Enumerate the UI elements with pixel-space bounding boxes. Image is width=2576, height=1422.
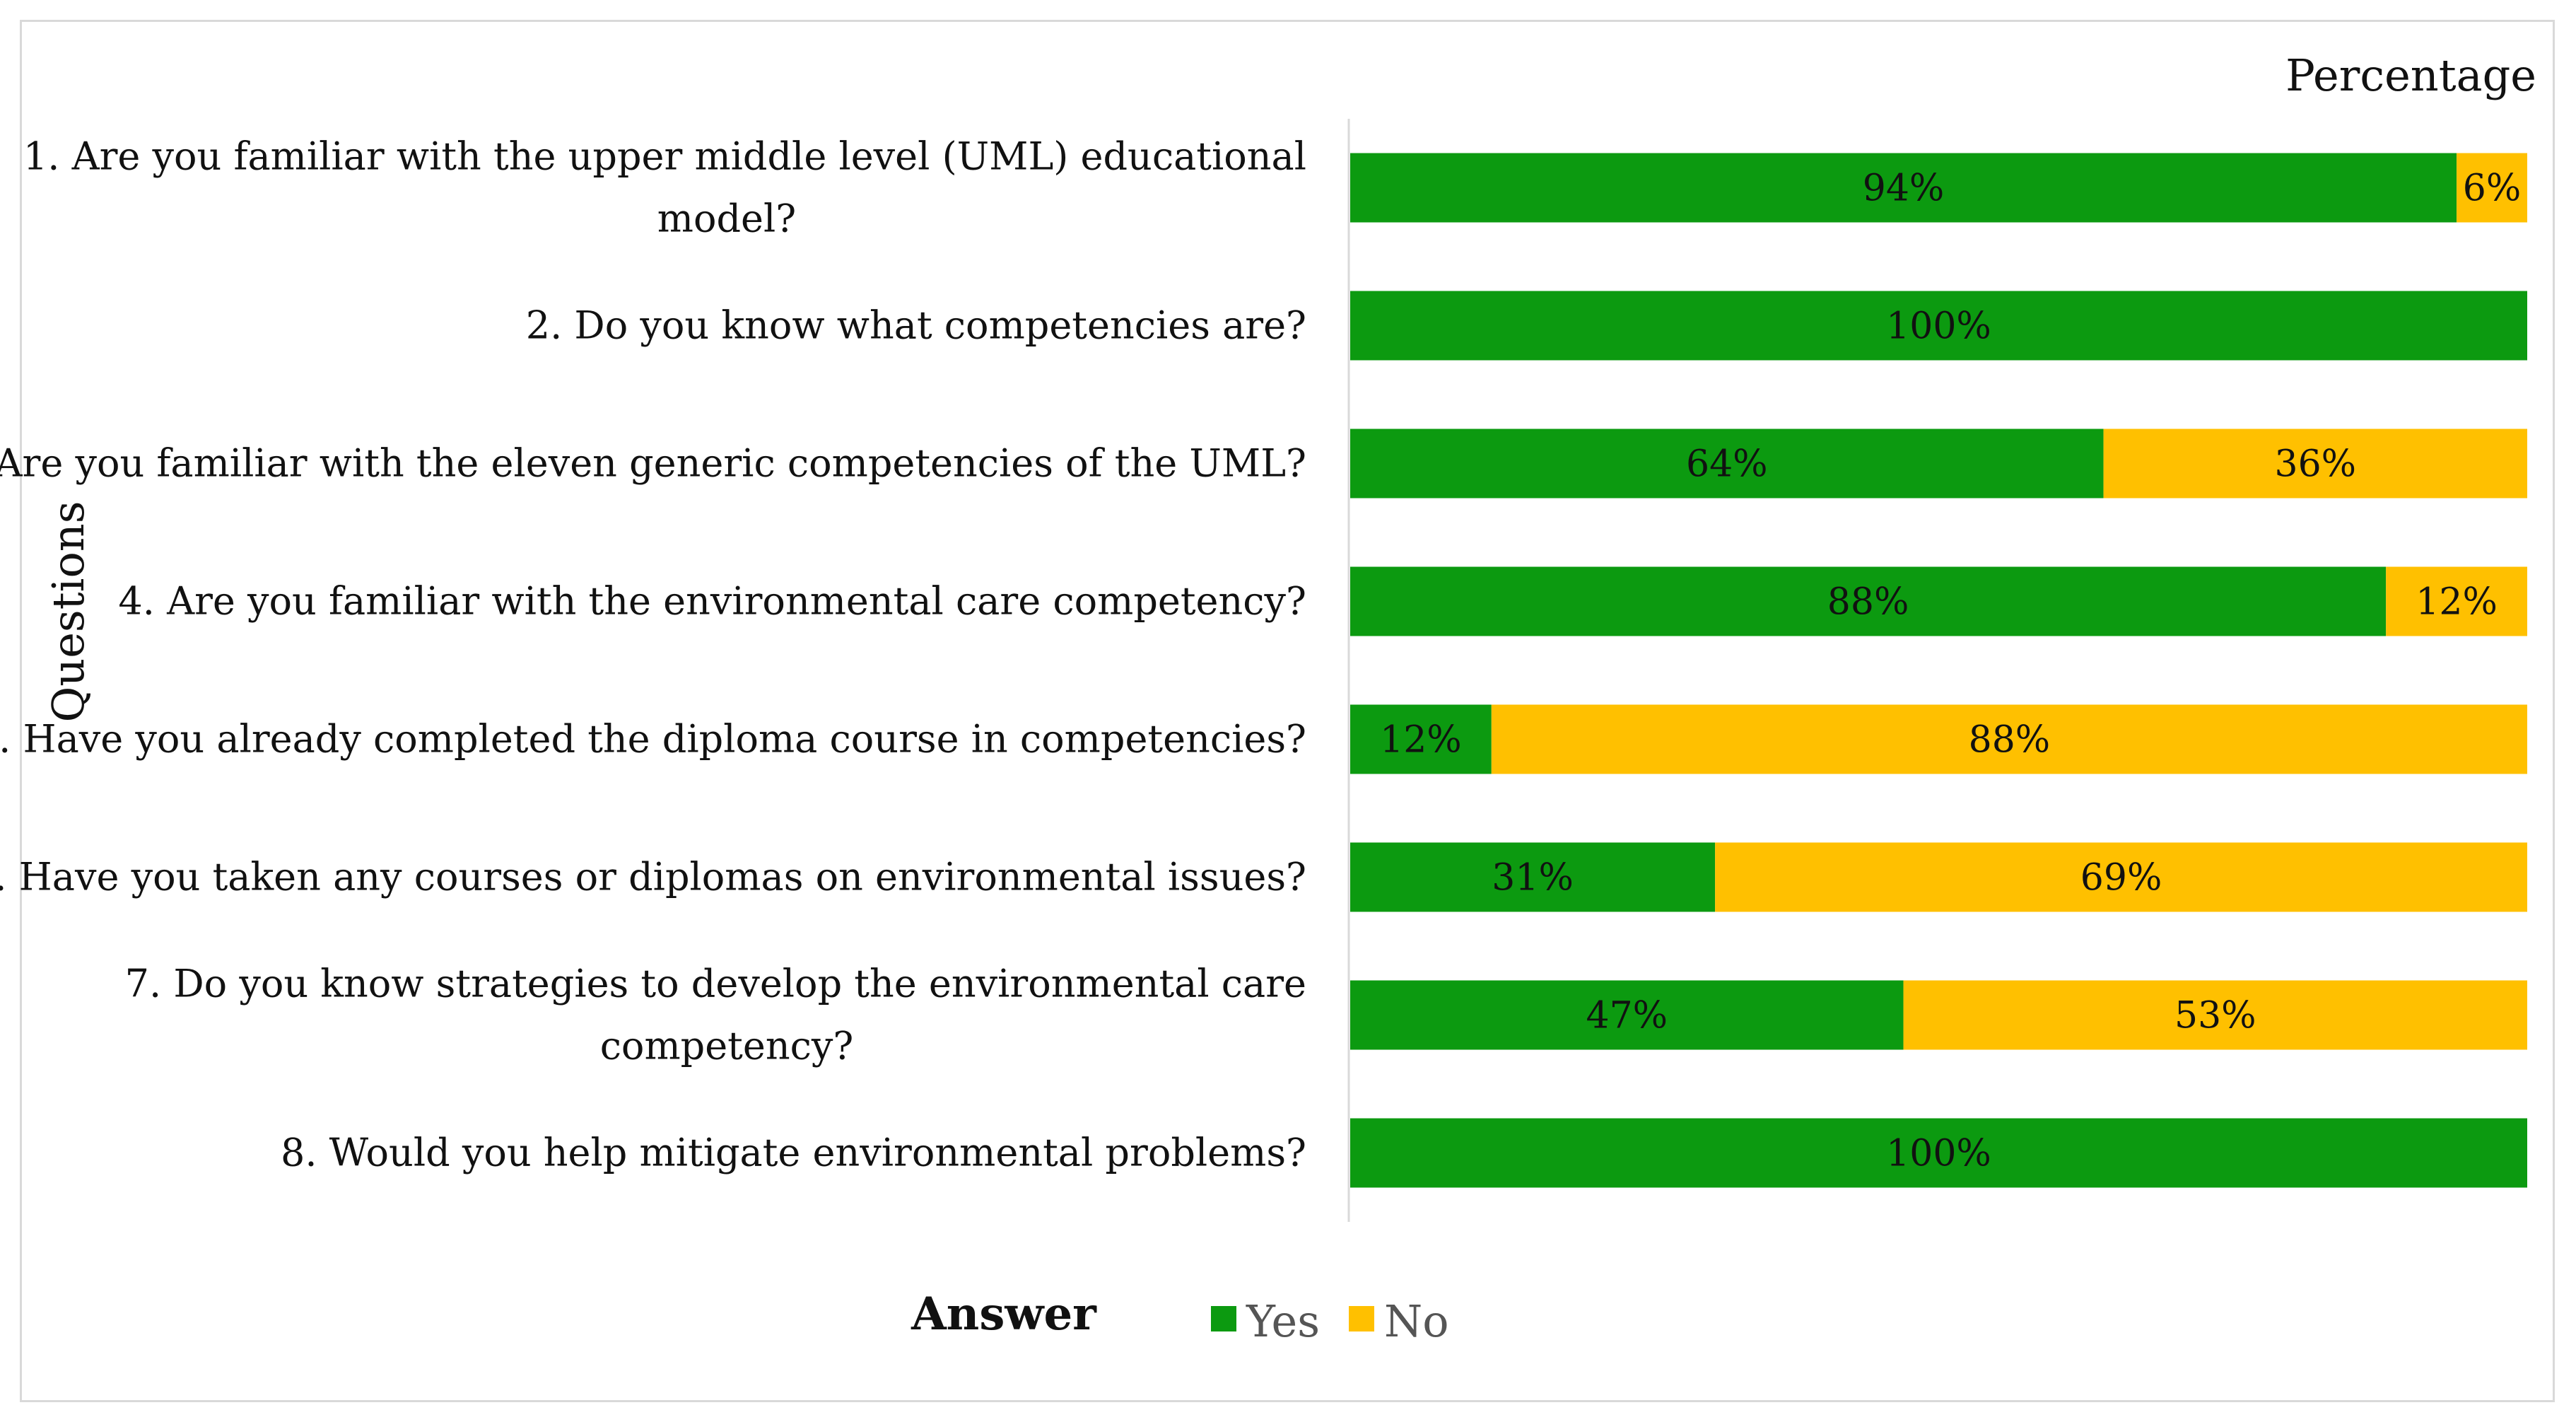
questions-axis-title: Questions [42,501,94,722]
question-label-1-line-2: model? [657,197,796,241]
bar-yes-5 [1350,704,1492,774]
question-label-2: 2. Do you know what competencies are? [526,303,1306,348]
bar-row-2: 2. Do you know what competencies are? 100… [526,291,2527,361]
legend-label-yes: Yes [1246,1295,1320,1347]
bar-yes-8 [1350,1118,2527,1188]
bar-no-4 [2386,566,2527,636]
bar-label-no-3: 36% [2275,443,2357,486]
bar-row-5: 5. Have you already completed the diplom… [0,704,2527,774]
bar-row-6: 6. Have you taken any courses or diploma… [0,842,2527,912]
bar-label-yes-8: 100% [1886,1133,1991,1175]
bar-yes-7 [1350,980,1904,1050]
bar-row-8: 8. Would you help mitigate environmental… [281,1118,2527,1188]
question-label-6: 6. Have you taken any courses or diploma… [0,855,1306,899]
bar-row-1: 1. Are you familiar with the upper middl… [23,134,2527,241]
question-label-7-line-2: competency? [600,1024,854,1068]
bar-label-yes-5: 12% [1380,719,1462,762]
percentage-axis-title: Percentage [2285,49,2536,101]
question-label-3-line-1: 3. Are you familiar with the eleven gene… [0,441,1306,486]
legend: Answer Yes No [911,1288,1448,1347]
bar-label-no-1: 6% [2463,168,2522,210]
bar-yes-1 [1350,153,2457,223]
bar-label-no-4: 12% [2416,581,2498,624]
question-label-6-line-1: 6. Have you taken any courses or diploma… [0,855,1306,899]
question-label-8-line-1: 8. Would you help mitigate environmental… [281,1131,1306,1175]
bar-no-7 [1903,980,2527,1050]
bar-label-yes-4: 88% [1827,581,1909,624]
legend-swatch-yes [1211,1306,1236,1331]
bar-label-no-6: 69% [2080,857,2162,899]
bar-row-4: 4. Are you familiar with the environment… [118,566,2527,636]
bar-label-no-5: 88% [1969,719,2051,762]
question-label-1-line-1: 1. Are you familiar with the upper middl… [23,134,1306,179]
bar-label-yes-3: 64% [1686,443,1768,486]
bar-label-yes-6: 31% [1492,857,1574,899]
question-label-5-line-1: 5. Have you already completed the diplom… [0,717,1306,762]
bar-no-1 [2457,153,2527,223]
bar-no-3 [2103,429,2527,499]
bar-label-yes-1: 94% [1863,168,1945,210]
bar-no-6 [1715,842,2527,912]
bar-label-yes-7: 47% [1586,995,1668,1037]
bar-row-7: 7. Do you know strategies to develop the… [125,962,2527,1068]
question-label-3: 3. Are you familiar with the eleven gene… [0,441,1306,486]
question-label-7-line-1: 7. Do you know strategies to develop the… [125,962,1306,1006]
question-label-8: 8. Would you help mitigate environmental… [281,1131,1306,1175]
bars-layer: 1. Are you familiar with the upper middl… [0,134,2527,1188]
bar-yes-3 [1350,429,2104,499]
bar-yes-4 [1350,566,2387,636]
bar-yes-6 [1350,842,1716,912]
bar-no-5 [1491,704,2527,774]
question-label-4: 4. Are you familiar with the environment… [118,579,1306,624]
question-label-5: 5. Have you already completed the diplom… [0,717,1306,762]
bar-row-3: 3. Are you familiar with the eleven gene… [0,429,2527,499]
bar-label-no-7: 53% [2174,995,2256,1037]
bar-yes-2 [1350,291,2527,361]
legend-title: Answer [911,1288,1097,1341]
question-label-2-line-1: 2. Do you know what competencies are? [526,303,1306,348]
question-label-1: 1. Are you familiar with the upper middl… [23,134,1306,241]
question-label-4-line-1: 4. Are you familiar with the environment… [118,579,1306,624]
legend-swatch-no [1349,1306,1374,1331]
chart-frame [20,20,2555,1402]
question-label-7: 7. Do you know strategies to develop the… [125,962,1306,1068]
bar-label-yes-2: 100% [1886,305,1991,348]
legend-label-no: No [1384,1295,1449,1347]
